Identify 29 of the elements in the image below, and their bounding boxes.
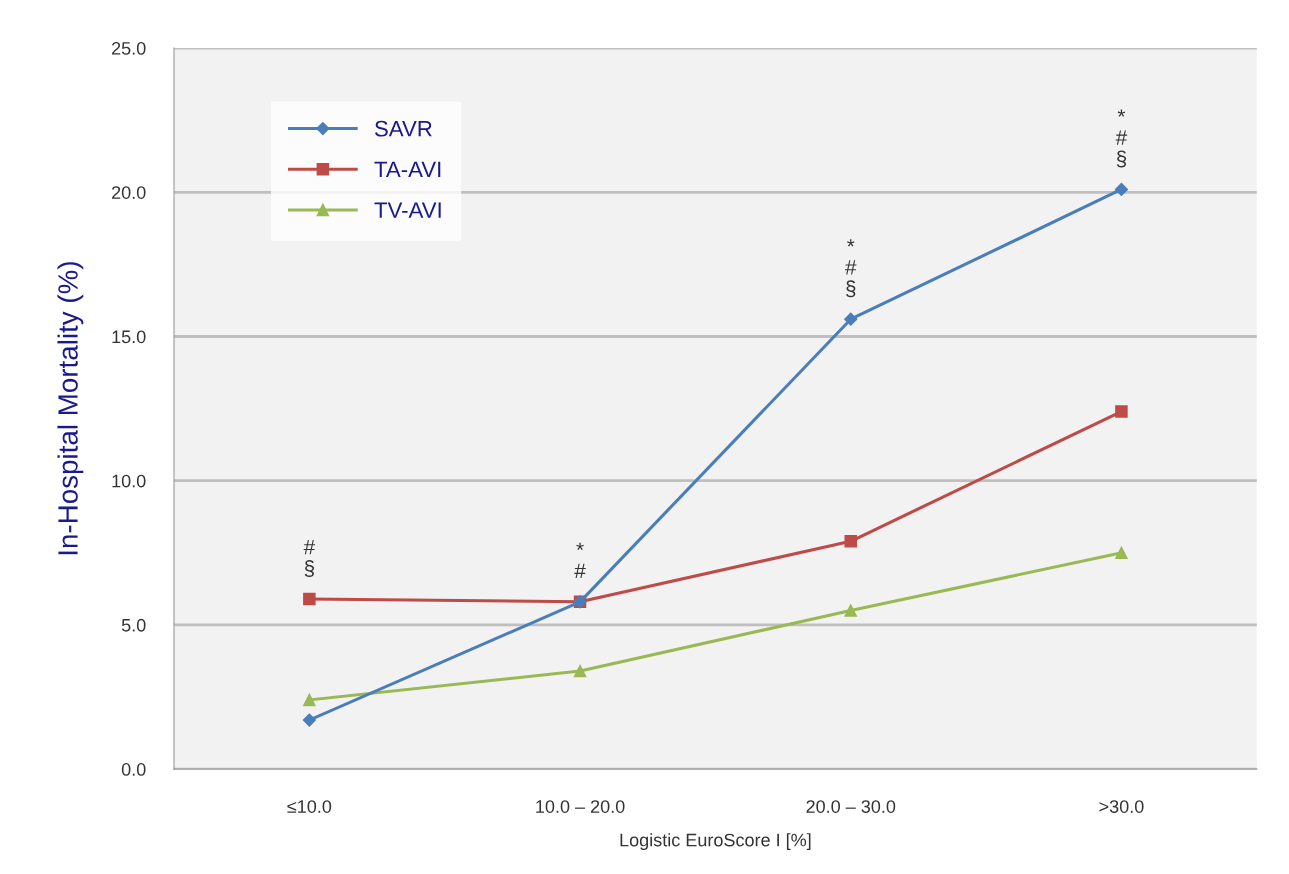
point (844, 604, 857, 617)
y-axis-title: In-Hospital Mortality (%) (57, 262, 84, 555)
y-tick-label: 0.0 (121, 763, 146, 776)
x-tick-label: 10.0 – 20.0 (536, 800, 625, 813)
point (303, 693, 316, 707)
annotation: * # § (845, 239, 857, 298)
point (573, 664, 587, 678)
y-tick-label: 20.0 (112, 186, 146, 199)
x-tick-label: 20.0 – 30.0 (806, 800, 896, 813)
annotation: * # § (1115, 109, 1128, 168)
point (844, 535, 857, 548)
x-tick-label: ≤10.0 (287, 800, 332, 813)
point (844, 312, 858, 326)
legend-label: TV-AVI (374, 202, 441, 218)
point (302, 713, 316, 727)
y-tick-label: 5.0 (121, 618, 146, 632)
annotation: # § (303, 540, 316, 577)
y-tick-label: 10.0 (112, 474, 146, 488)
point (1115, 405, 1128, 418)
legend-label: SAVR (374, 120, 432, 137)
legend-label: TA-AVI (374, 161, 441, 178)
point (303, 592, 316, 606)
annotation: * # (574, 542, 586, 579)
point (1114, 182, 1129, 196)
x-axis-title: Logistic EuroScore I [%] (620, 833, 811, 850)
x-tick-label: >30.0 (1099, 800, 1144, 813)
y-tick-label: 15.0 (112, 330, 146, 344)
y-tick-label: 25.0 (112, 42, 146, 55)
point (1115, 546, 1128, 560)
